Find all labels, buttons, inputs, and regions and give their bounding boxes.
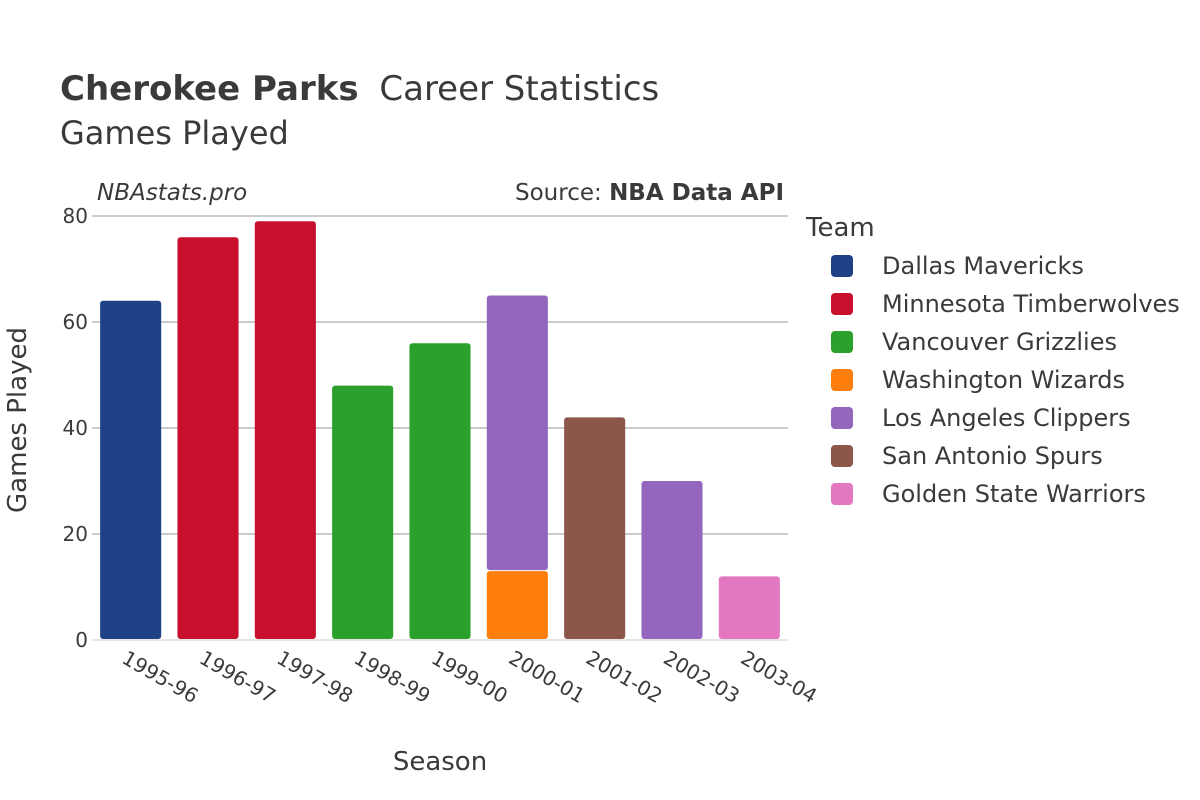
bar [254,221,316,640]
x-tick-label: 1998-99 [350,646,434,709]
legend-swatch [831,255,853,277]
legend-label: San Antonio Spurs [882,442,1103,470]
legend-swatch [831,483,853,505]
x-tick-label: 2002-03 [660,646,744,709]
y-tick-labels: 0 20 40 60 80 [63,204,88,652]
x-axis-title: Season [393,747,487,777]
x-tick-label: 1997-98 [273,646,357,709]
source-label: Source: NBA Data API [515,180,784,206]
bar [486,295,548,571]
bar [332,385,394,639]
y-tick-label: 0 [75,628,88,652]
legend-swatch [831,369,853,391]
chart-title: Cherokee Parks Career Statistics [60,69,659,109]
y-tick-label: 40 [63,416,88,440]
source-name: NBA Data API [609,180,784,206]
bar [564,417,626,639]
bars [100,221,780,640]
legend-swatch [831,445,853,467]
x-tick-label: 2000-01 [505,646,589,709]
legend-label: Golden State Warriors [882,480,1146,508]
x-tick-label: 2001-02 [582,646,666,709]
legend-label: Los Angeles Clippers [882,404,1131,432]
chart-title-player: Cherokee Parks [60,69,359,109]
legend-label: Vancouver Grizzlies [882,328,1117,356]
legend-title: Team [805,213,875,243]
chart-subtitle: Games Played [60,114,289,152]
bar [100,300,162,639]
chart-title-rest: Career Statistics [379,69,659,109]
source-prefix: Source: [515,180,609,206]
bar [718,576,780,639]
bar [641,481,703,639]
y-tick-label: 60 [63,310,88,334]
legend-label: Dallas Mavericks [882,252,1084,280]
x-tick-label: 1999-00 [428,646,512,709]
x-tick-label: 2003-04 [737,646,821,709]
legend-label: Minnesota Timberwolves [882,290,1180,318]
y-axis-title: Games Played [3,327,33,513]
x-tick-labels: 1995-961996-971997-981998-991999-002000-… [118,646,821,709]
bar [177,237,239,639]
x-tick-label: 1996-97 [196,646,280,709]
y-tick-label: 20 [63,522,88,546]
y-tick-label: 80 [63,204,88,228]
bar [486,571,548,639]
bar [409,343,471,639]
watermark: NBAstats.pro [97,180,247,206]
legend-swatch [831,407,853,429]
legend: Dallas Mavericks Minnesota Timberwolves Va… [831,252,1180,508]
legend-swatch [831,331,853,353]
legend-swatch [831,293,853,315]
x-tick-label: 1995-96 [118,646,202,709]
legend-label: Washington Wizards [882,366,1125,394]
